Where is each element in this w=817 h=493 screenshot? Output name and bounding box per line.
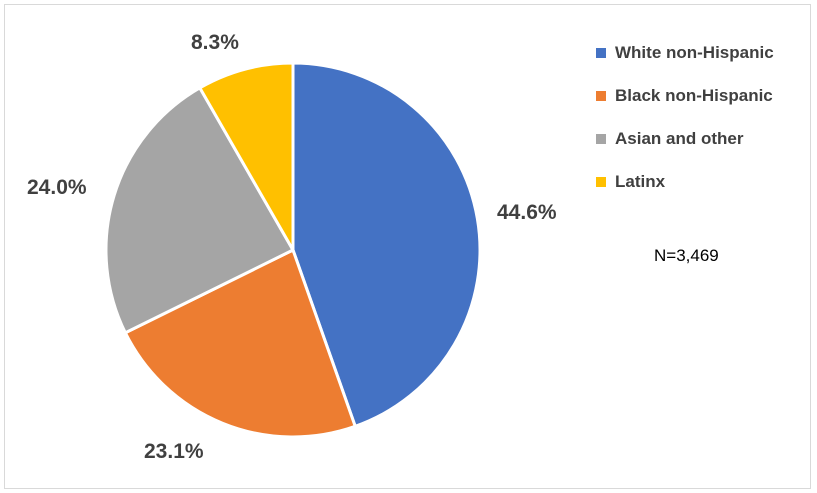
sample-size-note: N=3,469: [654, 246, 719, 265]
data-label-latinx: 8.3%: [191, 31, 239, 54]
legend-item-black: Black non-Hispanic: [596, 85, 774, 107]
pie-slice-white: [291, 61, 482, 428]
legend-label: Latinx: [615, 172, 666, 191]
legend-item-latinx: Latinx: [596, 171, 774, 193]
pie-slice-asian: [104, 86, 295, 335]
legend-swatch: [596, 134, 606, 144]
legend-item-white: White non-Hispanic: [596, 42, 774, 64]
legend-swatch: [596, 48, 606, 58]
data-label-asian: 24.0%: [27, 176, 87, 199]
legend-label: Asian and other: [615, 129, 744, 148]
data-label-white: 44.6%: [497, 201, 557, 224]
legend-label: White non-Hispanic: [615, 43, 774, 62]
pie-slice-latinx: [198, 61, 295, 252]
legend-swatch: [596, 177, 606, 187]
legend-swatch: [596, 91, 606, 101]
legend-item-asian: Asian and other: [596, 128, 774, 150]
legend: White non-Hispanic Black non-Hispanic As…: [596, 42, 774, 214]
pie-slice-black: [123, 248, 357, 439]
legend-label: Black non-Hispanic: [615, 86, 773, 105]
data-label-black: 23.1%: [144, 440, 204, 463]
